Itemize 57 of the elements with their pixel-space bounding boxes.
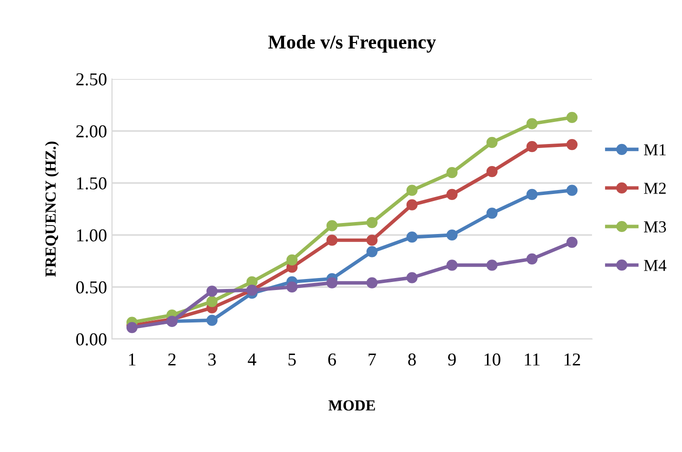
point (286, 254, 298, 266)
x-tick-label: 7 (368, 354, 376, 366)
x-tick-label: 2 (168, 353, 176, 366)
point (326, 277, 338, 288)
point (446, 260, 458, 271)
point (486, 260, 498, 271)
chart-title: Mode v/s Frequency (268, 34, 436, 53)
y-tick-label: 2.50 (76, 73, 106, 86)
x-tick-label: 10 (484, 353, 500, 366)
point (446, 229, 458, 241)
point (326, 234, 338, 246)
y-tick-label: 0.00 (76, 333, 106, 346)
x-tick-label: 4 (248, 354, 256, 366)
point (366, 277, 378, 288)
y-tick-label: 0.50 (76, 281, 106, 294)
legend-label: M4 (644, 260, 666, 271)
point (446, 167, 458, 178)
point (326, 220, 338, 232)
y-tick-label: 1.50 (77, 177, 106, 190)
point (486, 166, 498, 178)
point (526, 118, 538, 130)
point (486, 136, 498, 148)
point (526, 188, 538, 200)
y-tick-label: 1.00 (77, 229, 106, 242)
point (206, 314, 218, 326)
point (526, 253, 538, 264)
x-tick-label: 8 (408, 353, 416, 366)
point (566, 138, 578, 150)
x-tick-label: 11 (524, 354, 540, 366)
point (486, 208, 498, 219)
point (406, 272, 418, 284)
point (526, 141, 538, 152)
x-tick-label: 12 (564, 353, 580, 366)
point (406, 199, 418, 210)
legend-label: M2 (644, 182, 666, 194)
legend-label: M3 (644, 221, 666, 232)
point (446, 188, 458, 200)
point (366, 246, 378, 258)
point (566, 184, 578, 196)
point (566, 236, 578, 248)
point (286, 281, 298, 293)
legend-label: M1 (644, 144, 666, 156)
y-tick-label: 2.00 (76, 125, 106, 138)
point (406, 184, 418, 196)
x-tick-label: 6 (328, 353, 336, 366)
x-tick-label: 3 (208, 353, 216, 366)
point (206, 296, 218, 308)
point (366, 216, 378, 228)
point (206, 286, 218, 297)
y-axis-title: FREQUENCY (HZ.) (45, 142, 59, 277)
x-axis-title: MODE (328, 400, 375, 411)
point (406, 232, 418, 243)
x-tick-label: 9 (448, 353, 456, 366)
x-tick-label: 5 (288, 354, 296, 366)
x-tick-label: 1 (129, 354, 136, 366)
point (566, 112, 578, 124)
point (366, 234, 378, 246)
